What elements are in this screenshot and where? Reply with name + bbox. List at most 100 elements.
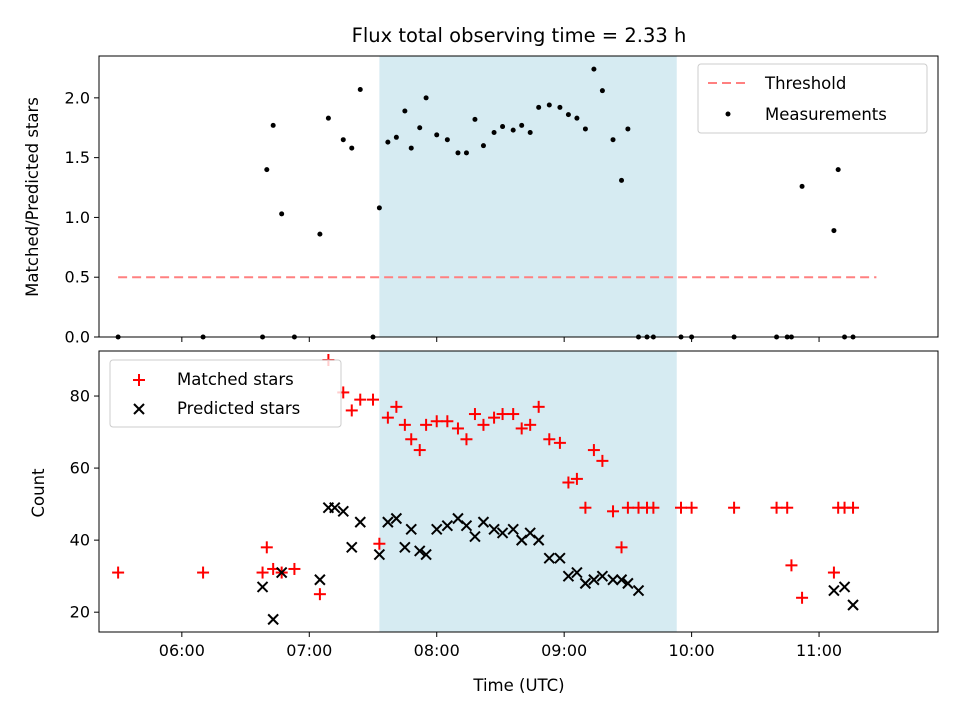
matched-star-point <box>543 433 556 446</box>
measurement-point <box>423 95 429 101</box>
y-tick-label: 0.5 <box>65 268 90 287</box>
y-tick-label: 80 <box>70 387 90 406</box>
predicted-star-point <box>354 516 366 528</box>
matched-star-point <box>354 393 367 406</box>
measurement-point <box>557 104 563 110</box>
matched-star-point <box>488 411 501 424</box>
matched-stars-series <box>112 354 860 604</box>
predicted-stars-series <box>256 502 859 626</box>
measurement-point <box>831 228 837 234</box>
measurement-point <box>582 126 588 132</box>
bottom-y-ticks: 20 40 60 80 <box>70 387 99 622</box>
matched-star-point <box>781 501 794 514</box>
bottom-legend-box <box>109 359 342 428</box>
matched-star-point <box>313 588 326 601</box>
matched-star-point <box>621 501 634 514</box>
matched-star-point <box>532 400 545 413</box>
y-tick-label: 40 <box>70 531 90 550</box>
y-tick-label: 20 <box>70 603 90 622</box>
predicted-star-point <box>496 527 509 539</box>
top-y-axis-label: Matched/Predicted stars <box>23 97 42 297</box>
legend-predicted-label: Predicted stars <box>177 399 300 418</box>
top-legend: Threshold Measurements <box>697 63 928 134</box>
matched-star-point <box>579 501 592 514</box>
predicted-star-point <box>588 574 600 586</box>
legend-measurements-label: Measurements <box>765 105 887 124</box>
measurement-point <box>510 127 516 133</box>
predicted-star-point <box>579 577 592 590</box>
matched-star-point <box>367 393 380 406</box>
matched-star-point <box>785 559 798 572</box>
matched-star-point <box>112 566 125 579</box>
bottom-y-axis-label: Count <box>29 468 48 518</box>
measurement-point <box>565 112 571 118</box>
x-tick-label: 08:00 <box>414 641 460 660</box>
predicted-star-point <box>488 523 500 536</box>
predicted-star-point <box>329 502 341 514</box>
x-tick-label: 07:00 <box>286 641 332 660</box>
predicted-star-point <box>847 599 859 611</box>
top-x-ticks <box>181 337 820 342</box>
matched-star-point <box>847 501 860 514</box>
predicted-star-point <box>532 534 545 546</box>
matched-star-point <box>515 422 528 435</box>
predicted-star-point <box>615 574 628 586</box>
measurement-point <box>264 167 270 173</box>
measurement-point <box>455 150 461 156</box>
bottom-x-ticks: 06:00 07:00 08:00 09:00 10:00 11:00 <box>159 632 842 660</box>
bottom-x-axis-label: Time (UTC) <box>472 676 564 695</box>
matched-star-point <box>615 541 628 554</box>
matched-star-point <box>562 476 575 489</box>
y-tick-label: 1.5 <box>65 148 90 167</box>
measurement-point <box>536 104 542 110</box>
predicted-star-point <box>314 574 326 586</box>
predicted-star-point <box>477 516 490 528</box>
measurement-point <box>279 211 285 217</box>
matched-star-point <box>827 566 840 579</box>
x-tick-label: 10:00 <box>669 641 715 660</box>
predicted-star-point <box>382 516 394 528</box>
measurement-point <box>463 150 469 156</box>
matched-star-point <box>596 454 609 467</box>
matched-star-point <box>468 408 481 421</box>
bottom-legend: Matched stars Predicted stars <box>109 359 342 428</box>
measurement-point <box>619 177 625 183</box>
predicted-star-point <box>828 584 840 597</box>
matched-star-point <box>496 408 509 421</box>
bottom-axes-frame <box>98 350 939 633</box>
legend-measurements-swatch <box>725 111 731 117</box>
matched-star-point <box>674 501 687 514</box>
y-tick-label: 60 <box>70 459 90 478</box>
top-legend-box <box>697 63 928 134</box>
predicted-star-point <box>469 530 481 543</box>
matched-star-point <box>451 422 464 435</box>
measurement-point <box>444 137 450 143</box>
top-panel: Flux total observing time = 2.33 h 0.00.… <box>23 24 939 347</box>
top-observing-window <box>379 56 677 337</box>
matched-star-point <box>381 411 394 424</box>
predicted-star-point <box>414 545 426 557</box>
predicted-star-point <box>441 520 454 532</box>
top-y-ticks: 0.0 0.5 1.0 1.5 2.0 <box>65 88 99 347</box>
predicted-star-point <box>838 581 851 593</box>
predicted-star-point <box>632 584 645 597</box>
matched-star-point <box>647 501 660 514</box>
x-tick-label: 06:00 <box>159 641 205 660</box>
predicted-star-point <box>337 505 349 518</box>
predicted-star-point <box>460 520 473 532</box>
legend-matched-swatch <box>133 374 145 386</box>
matched-star-point <box>460 433 473 446</box>
predicted-star-point <box>507 523 519 536</box>
measurement-point <box>835 167 841 173</box>
bottom-observing-window <box>379 351 677 632</box>
measurement-point <box>527 130 533 136</box>
matched-star-point <box>570 472 583 485</box>
matched-star-point <box>796 591 809 604</box>
predicted-star-point <box>420 548 432 561</box>
matched-star-point <box>288 562 301 575</box>
measurement-point <box>434 132 440 138</box>
measurement-point <box>385 139 391 145</box>
y-tick-label: 1.0 <box>65 208 90 227</box>
measurement-point <box>610 137 616 143</box>
